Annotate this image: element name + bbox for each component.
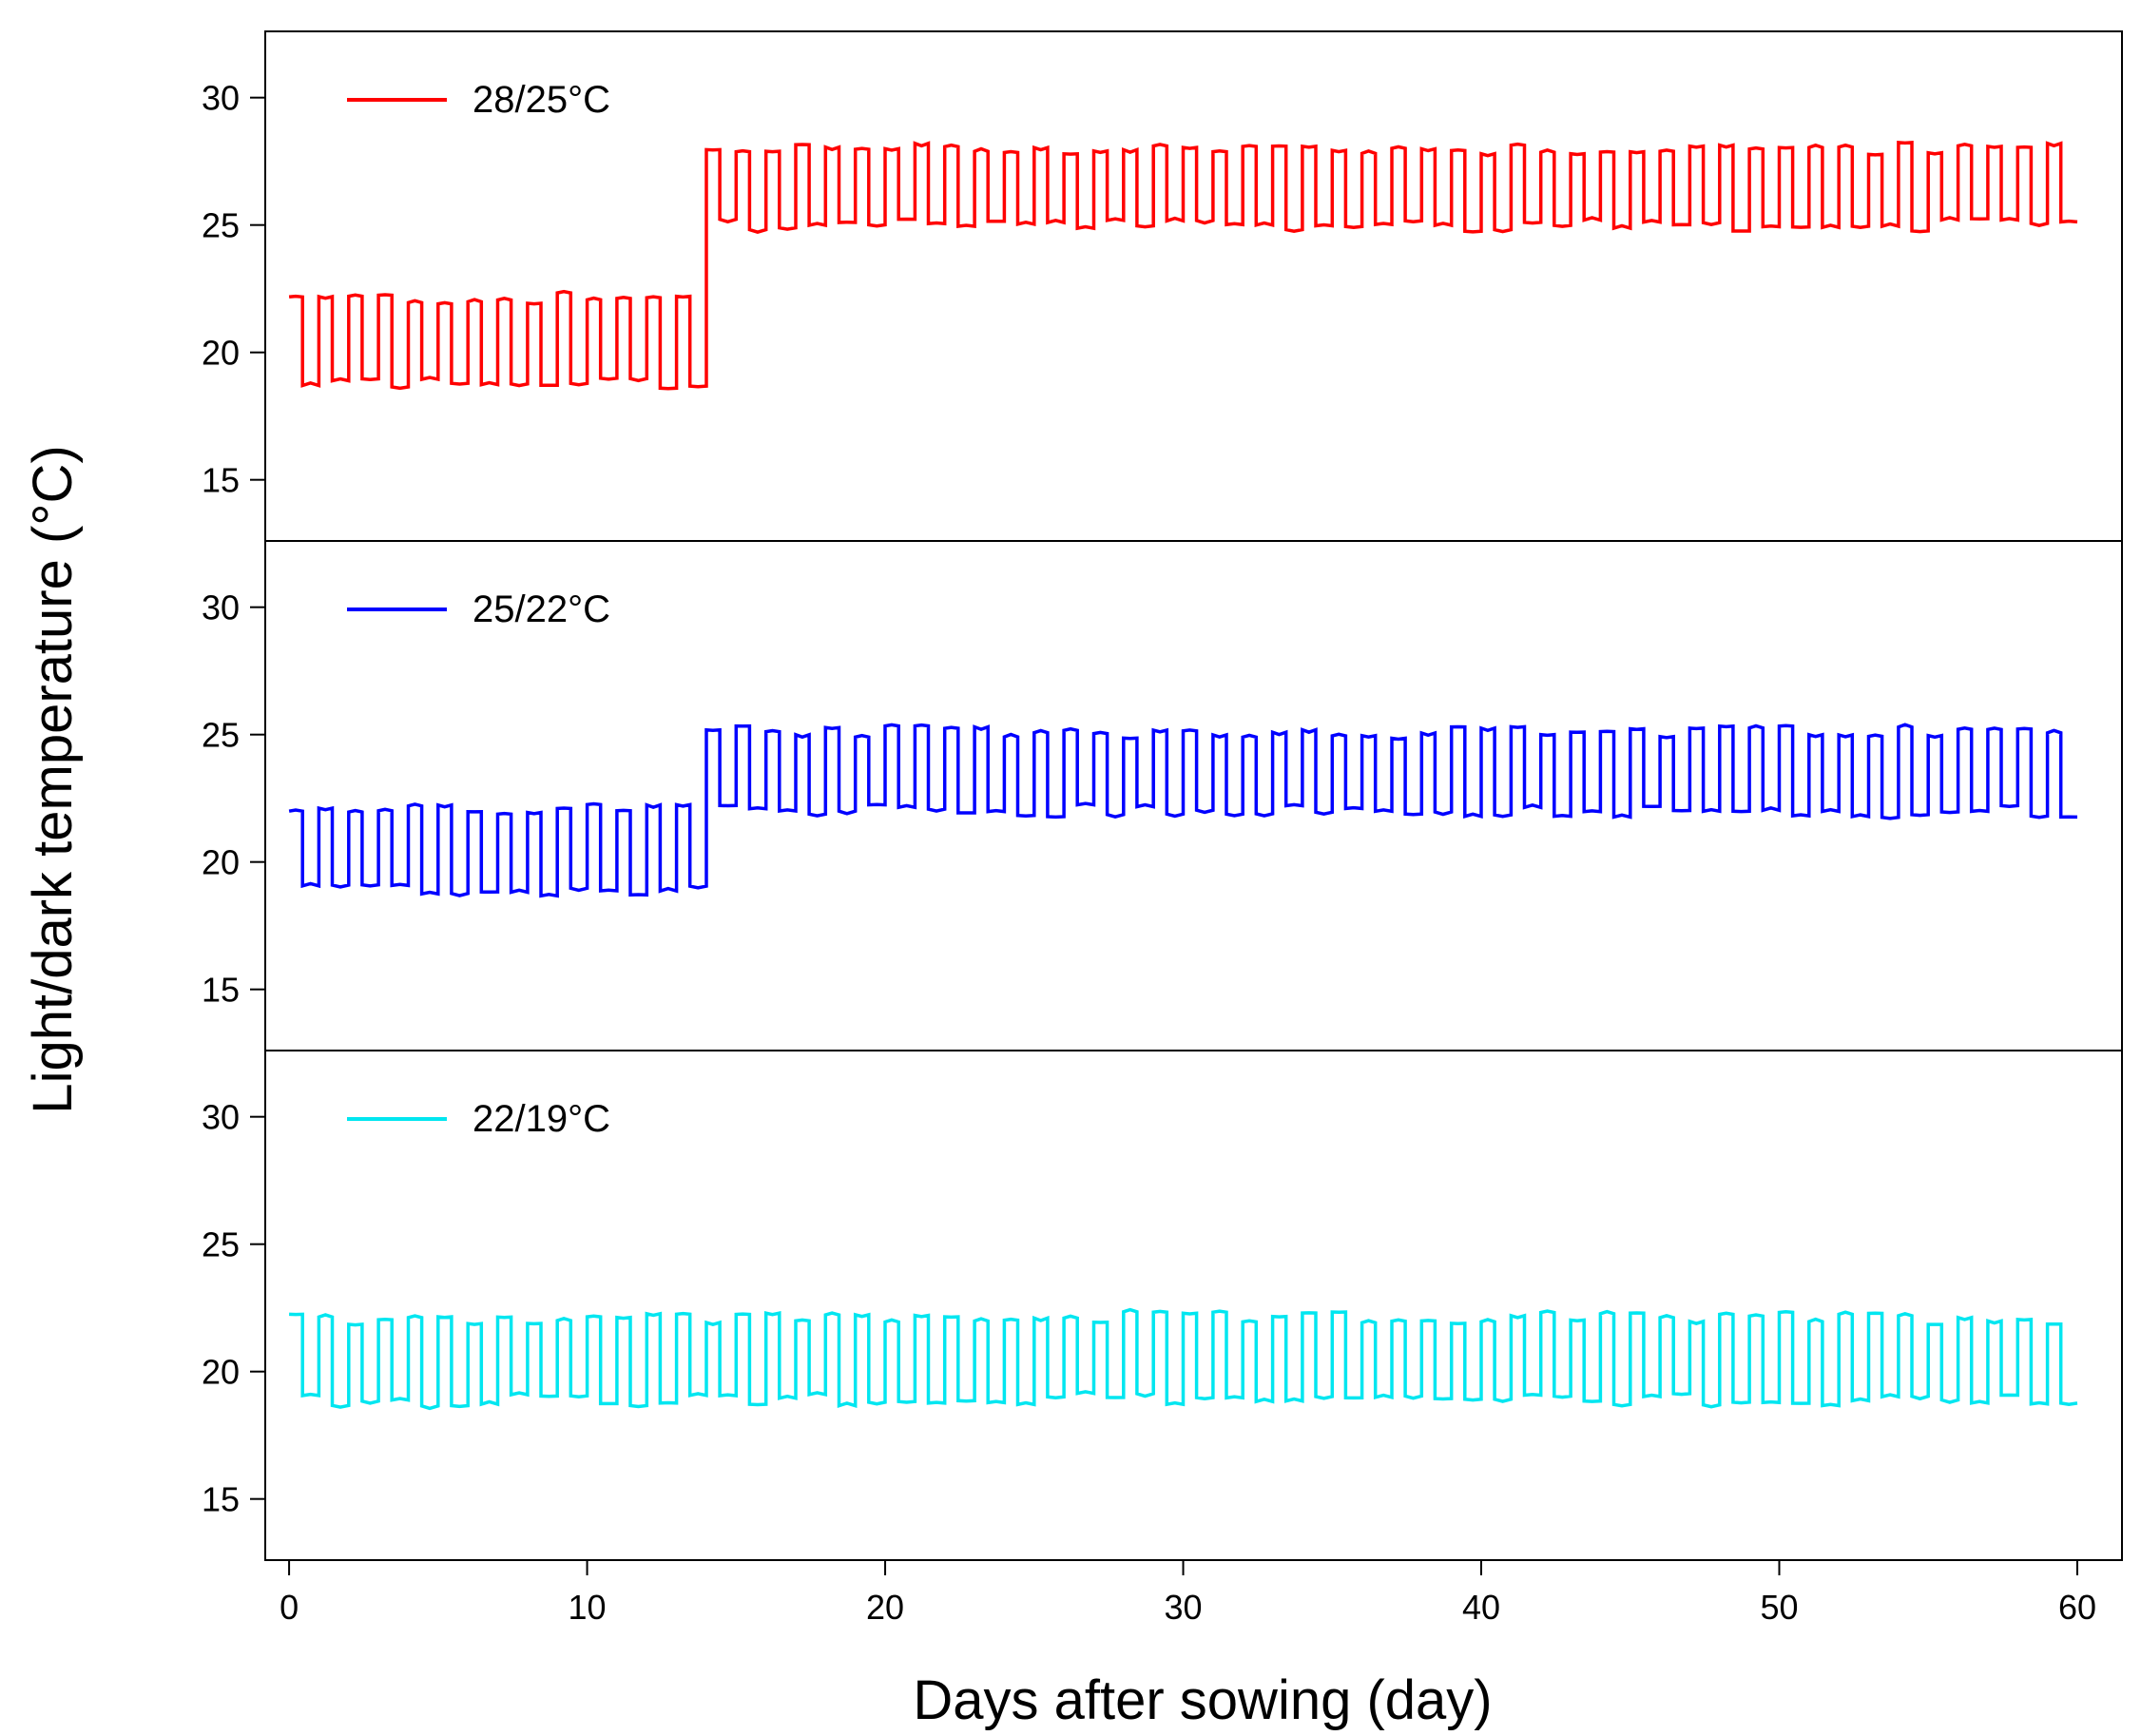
y-tick-label: 30 (202, 588, 240, 627)
y-tick-label: 15 (202, 971, 240, 1010)
panel-1: 15 20 25 30 28/25°C (202, 30, 2123, 542)
y-tick-label: 25 (202, 716, 240, 755)
y-tick-label: 30 (202, 79, 240, 118)
y-tick-label: 15 (202, 461, 240, 500)
series-line-1 (288, 141, 2078, 391)
y-tick-label: 20 (202, 334, 240, 373)
x-axis-title: Days after sowing (day) (913, 1669, 1492, 1731)
x-tick-label: 20 (866, 1588, 904, 1627)
legend-label: 22/19°C (473, 1098, 610, 1140)
y-tick-label: 20 (202, 843, 240, 882)
y-axis-title: Light/dark temperature (°C) (22, 445, 84, 1113)
x-tick-label: 50 (1760, 1588, 1798, 1627)
y-tick-label: 15 (202, 1480, 240, 1519)
legend-label: 25/22°C (473, 588, 610, 630)
x-axis: 0 10 20 30 40 50 60 (280, 1560, 2096, 1627)
y-tick-label: 25 (202, 1225, 240, 1264)
panels: 15 20 25 30 28/25°C 15 20 25 30 25/22°C 15 20 25 30 22… (202, 30, 2123, 1561)
panel-3: 15 20 25 30 22/19°C (202, 1050, 2123, 1561)
x-tick-label: 60 (2058, 1588, 2096, 1627)
panel-2: 15 20 25 30 25/22°C (202, 540, 2123, 1051)
y-tick-label: 25 (202, 206, 240, 245)
x-tick-label: 30 (1165, 1588, 1203, 1627)
y-tick-label: 30 (202, 1098, 240, 1137)
x-tick-label: 10 (569, 1588, 607, 1627)
y-tick-label: 20 (202, 1353, 240, 1392)
series-line-2 (288, 723, 2078, 898)
panel-frame (264, 1050, 2123, 1561)
legend-label: 28/25°C (473, 79, 610, 121)
series-line-3 (289, 1307, 2078, 1411)
x-tick-label: 0 (280, 1588, 299, 1627)
x-tick-label: 40 (1462, 1588, 1500, 1627)
